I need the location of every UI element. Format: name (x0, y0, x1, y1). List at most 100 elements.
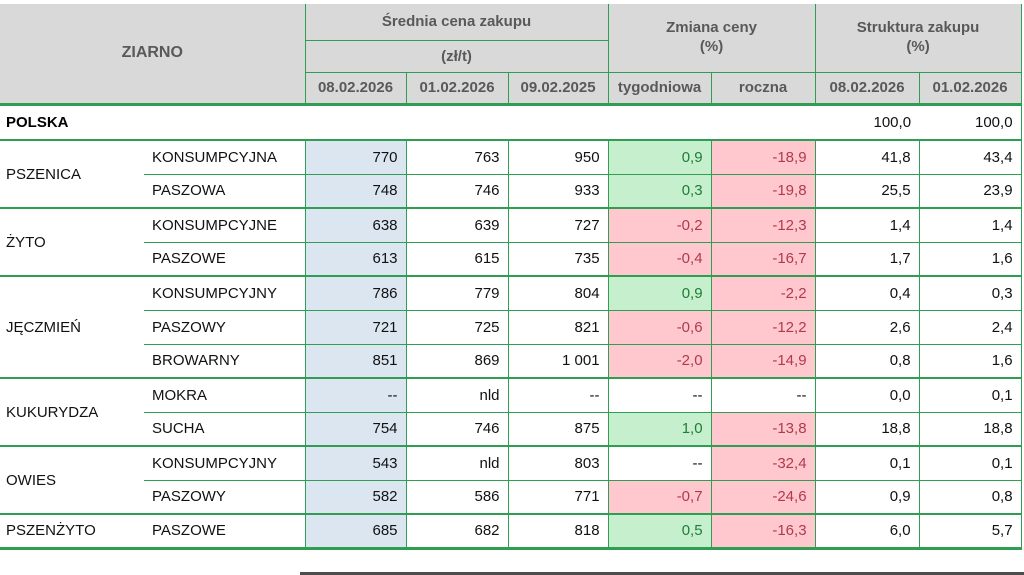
row-grain-kukurydza: KUKURYDZA MOKRA -- nld -- -- -- 0,0 0,1 (0, 377, 1022, 446)
row-grain-żyto: ŻYTO KONSUMPCYJNE 638 639 727 -0,2 -12,3 1,4 1,4 (0, 207, 1022, 276)
yearly-change-cell: -2,2 (710, 275, 816, 310)
price-current-cell: 685 (304, 513, 407, 550)
yearly-change-cell: -19,8 (710, 173, 816, 208)
price-previous-year-cell: 875 (507, 411, 609, 446)
grain-group-label: KUKURYDZA (0, 377, 144, 446)
empty-cell (305, 102, 407, 140)
row-grain-paszowy: PASZOWY 582 586 771 -0,7 -24,6 0,9 0,8 (0, 479, 1022, 514)
structure-previous-cell: 1,4 (918, 207, 1022, 242)
weekly-change-cell: -- (607, 377, 712, 412)
grain-price-table: ZIARNO Średnia cena zakupu Zmiana ceny (… (0, 4, 1022, 550)
price-previous-week-cell: nld (405, 445, 509, 480)
column-header-yearly-change: roczna (710, 72, 816, 106)
structure-previous-cell: 1,6 (918, 343, 1022, 378)
price-change-label: Zmiana ceny (666, 19, 757, 36)
weekly-change-cell: -2,0 (607, 343, 712, 378)
price-previous-year-cell: 803 (507, 445, 609, 480)
grain-type-label: PASZOWE (144, 241, 306, 276)
empty-cell (508, 102, 609, 140)
price-previous-week-cell: 779 (405, 275, 509, 310)
structure-current-cell: 1,7 (814, 241, 920, 276)
grain-type-label: KONSUMPCYJNY (144, 275, 306, 310)
column-header-structure-date-2: 01.02.2026 (918, 72, 1022, 106)
price-previous-week-cell: 725 (405, 309, 509, 344)
row-polska: POLSKA 100,0 100,0 (0, 102, 1022, 140)
price-previous-week-cell: 746 (405, 173, 509, 208)
grain-group-label: JĘCZMIEŃ (0, 275, 144, 378)
structure-previous-cell: 0,8 (918, 479, 1022, 514)
grain-type-label: KONSUMPCYJNY (144, 445, 306, 480)
grain-group-label: PSZENICA (0, 139, 144, 208)
column-header-ziarno: ZIARNO (0, 4, 306, 106)
row-grain-pszenica: PSZENICA KONSUMPCYJNA 770 763 950 0,9 -18,9 41,… (0, 139, 1022, 208)
grain-type-label: PASZOWA (144, 173, 306, 208)
table-body: POLSKA 100,0 100,0 PSZENICA KONSUMPCYJNA 7… (0, 102, 1022, 550)
price-previous-year-cell: 727 (507, 207, 609, 242)
yearly-change-cell: -12,3 (710, 207, 816, 242)
price-current-cell: 582 (304, 479, 407, 514)
yearly-change-cell: -13,8 (710, 411, 816, 446)
row-grain-owies: OWIES KONSUMPCYJNY 543 nld 803 -- -32,4 0,1 0,1 (0, 445, 1022, 514)
price-previous-year-cell: 771 (507, 479, 609, 514)
price-previous-week-cell: 586 (405, 479, 509, 514)
price-previous-year-cell: 1 001 (507, 343, 609, 378)
structure-current-cell: 18,8 (814, 411, 920, 446)
purchase-structure-unit: (%) (906, 37, 930, 55)
price-current-cell: -- (304, 377, 407, 412)
price-previous-week-cell: nld (405, 377, 509, 412)
structure-previous-cell: 0,1 (918, 377, 1022, 412)
yearly-change-cell: -24,6 (710, 479, 816, 514)
structure-value-cell: 100,0 (919, 102, 1022, 140)
price-previous-year-cell: -- (507, 377, 609, 412)
price-current-cell: 748 (304, 173, 407, 208)
grain-type-label: PASZOWY (144, 309, 306, 344)
column-header-price-date-3: 09.02.2025 (507, 72, 609, 106)
weekly-change-cell: -0,2 (607, 207, 712, 242)
price-previous-year-cell: 933 (507, 173, 609, 208)
yearly-change-cell: -32,4 (710, 445, 816, 480)
grain-type-label: PASZOWE (144, 513, 306, 550)
price-previous-year-cell: 804 (507, 275, 609, 310)
yearly-change-cell: -18,9 (710, 139, 816, 174)
table-header: ZIARNO Średnia cena zakupu Zmiana ceny (… (0, 4, 1022, 106)
weekly-change-cell: -0,6 (607, 309, 712, 344)
row-grain-paszowy: PASZOWY 721 725 821 -0,6 -12,2 2,6 2,4 (0, 309, 1022, 344)
grain-group-label: ŻYTO (0, 207, 144, 276)
price-previous-year-cell: 950 (507, 139, 609, 174)
price-current-cell: 543 (304, 445, 407, 480)
structure-previous-cell: 23,9 (918, 173, 1022, 208)
empty-cell (406, 102, 509, 140)
weekly-change-cell: -0,7 (607, 479, 712, 514)
structure-current-cell: 0,4 (814, 275, 920, 310)
price-current-cell: 613 (304, 241, 407, 276)
structure-value-cell: 100,0 (815, 102, 920, 140)
column-group-price-change: Zmiana ceny (%) (607, 4, 816, 73)
price-current-cell: 754 (304, 411, 407, 446)
grain-group-label: PSZENŻYTO (0, 513, 144, 550)
column-group-average-price: Średnia cena zakupu (305, 4, 609, 41)
structure-current-cell: 41,8 (814, 139, 920, 174)
grain-group-label: OWIES (0, 445, 144, 514)
grain-type-label: MOKRA (144, 377, 306, 412)
yearly-change-cell: -12,2 (710, 309, 816, 344)
structure-current-cell: 2,6 (814, 309, 920, 344)
weekly-change-cell: 0,9 (607, 139, 712, 174)
structure-current-cell: 0,0 (814, 377, 920, 412)
structure-current-cell: 0,1 (814, 445, 920, 480)
column-subheader-price-unit: (zł/t) (305, 40, 609, 73)
price-previous-year-cell: 735 (507, 241, 609, 276)
weekly-change-cell: 0,9 (607, 275, 712, 310)
grain-type-label: KONSUMPCYJNE (144, 207, 306, 242)
structure-current-cell: 1,4 (814, 207, 920, 242)
grain-type-label: KONSUMPCYJNA (144, 139, 306, 174)
structure-previous-cell: 2,4 (918, 309, 1022, 344)
price-current-cell: 786 (304, 275, 407, 310)
column-header-price-date-1: 08.02.2026 (305, 72, 407, 106)
bottom-edge-artifact (300, 572, 1024, 575)
price-previous-week-cell: 869 (405, 343, 509, 378)
row-grain-paszowa: PASZOWA 748 746 933 0,3 -19,8 25,5 23,9 (0, 173, 1022, 208)
yearly-change-cell: -- (710, 377, 816, 412)
row-grain-browarny: BROWARNY 851 869 1 001 -2,0 -14,9 0,8 1,6 (0, 343, 1022, 378)
empty-cell (608, 102, 712, 140)
